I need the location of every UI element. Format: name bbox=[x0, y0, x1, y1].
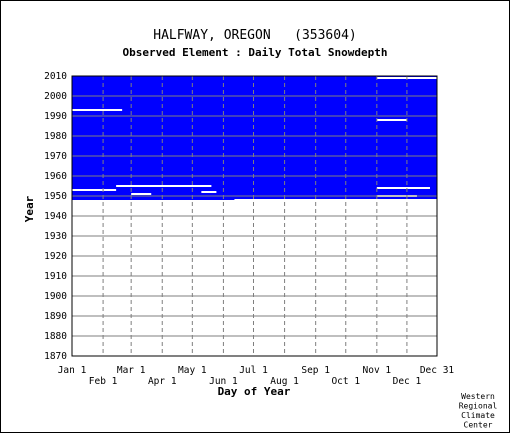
y-tick-label: 2010 bbox=[44, 71, 67, 82]
y-tick-label: 1900 bbox=[44, 291, 67, 302]
y-tick-label: 1950 bbox=[44, 191, 67, 202]
y-tick-label: 2000 bbox=[44, 91, 67, 102]
missing-band bbox=[201, 191, 217, 193]
observed-block bbox=[72, 76, 437, 192]
y-tick-label: 1920 bbox=[44, 251, 67, 262]
y-tick-label: 1890 bbox=[44, 311, 67, 322]
credit-line: Center bbox=[464, 421, 493, 430]
y-tick-label: 1970 bbox=[44, 151, 67, 162]
x-tick-label: Oct 1 bbox=[331, 376, 360, 387]
y-axis-label: Year bbox=[23, 195, 36, 222]
y-tick-label: 1870 bbox=[44, 351, 67, 362]
y-tick-label: 1990 bbox=[44, 111, 67, 122]
x-tick-label: Jul 1 bbox=[239, 365, 268, 376]
x-tick-label: Dec 1 bbox=[393, 376, 422, 387]
x-tick-label: Nov 1 bbox=[363, 365, 392, 376]
missing-band bbox=[72, 109, 123, 111]
chart-title: HALFWAY, OREGON (353604) bbox=[153, 28, 357, 43]
y-tick-label: 1960 bbox=[44, 171, 67, 182]
y-tick-label: 1880 bbox=[44, 331, 67, 342]
missing-band bbox=[376, 119, 407, 121]
grid-lines bbox=[71, 75, 438, 357]
x-axis-label: Day of Year bbox=[218, 385, 291, 398]
y-tick-label: 1910 bbox=[44, 271, 67, 282]
x-tick-label: Jan 1 bbox=[58, 365, 87, 376]
x-tick-label: May 1 bbox=[178, 365, 207, 376]
x-tick-label: Feb 1 bbox=[89, 376, 118, 387]
x-tick-label: Mar 1 bbox=[117, 365, 146, 376]
x-tick-label: Apr 1 bbox=[148, 376, 177, 387]
chart-subtitle: Observed Element : Daily Total Snowdepth bbox=[123, 46, 388, 59]
y-axis-ticks: 1870 1880 1890 1900 1910 1920 1930 1940 1950 1960… bbox=[44, 71, 67, 362]
y-tick-label: 1980 bbox=[44, 131, 67, 142]
missing-band bbox=[116, 185, 212, 187]
plot-border bbox=[71, 75, 438, 357]
missing-band bbox=[72, 189, 117, 191]
y-tick-label: 1940 bbox=[44, 211, 67, 222]
credit-line: Western bbox=[461, 392, 495, 401]
x-tick-label: Sep 1 bbox=[301, 365, 330, 376]
missing-band bbox=[234, 199, 437, 201]
missing-band bbox=[131, 193, 152, 195]
credit-line: Regional bbox=[459, 402, 498, 411]
credit-line: Climate bbox=[461, 411, 495, 420]
x-axis-ticks: Jan 1 Mar 1 May 1 Jul 1 Sep 1 Nov 1 Dec 31 Feb … bbox=[58, 365, 455, 387]
y-tick-label: 1930 bbox=[44, 231, 67, 242]
x-tick-label: Aug 1 bbox=[270, 376, 299, 387]
x-tick-label: Jun 1 bbox=[209, 376, 238, 387]
missing-band bbox=[376, 187, 430, 189]
x-tick-label: Dec 31 bbox=[420, 365, 455, 376]
